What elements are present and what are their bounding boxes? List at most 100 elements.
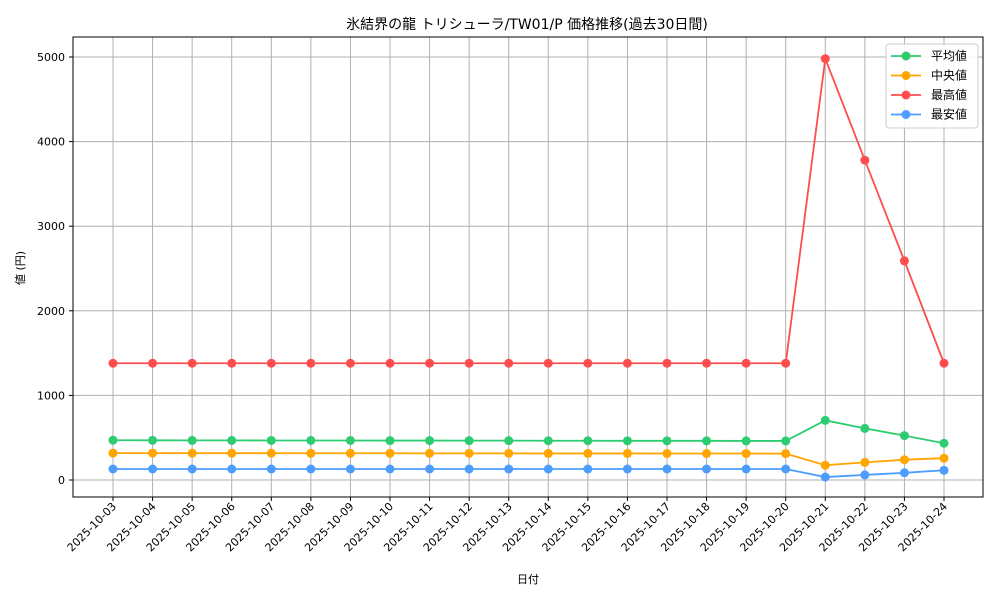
data-point (781, 464, 791, 474)
data-point (266, 435, 276, 445)
data-point (345, 464, 355, 474)
data-point (899, 431, 909, 441)
y-tick-label: 5000 (37, 51, 65, 64)
y-tick-label: 0 (58, 474, 65, 487)
data-point (583, 436, 593, 446)
data-point (741, 449, 751, 459)
data-point (385, 448, 395, 458)
data-point (227, 448, 237, 458)
data-point (345, 435, 355, 445)
y-tick-label: 2000 (37, 305, 65, 318)
data-point (939, 358, 949, 368)
grid-lines (73, 37, 983, 497)
y-axis-label: 値 (円) (14, 251, 27, 285)
data-point (148, 358, 158, 368)
data-point (385, 358, 395, 368)
data-point (741, 436, 751, 446)
data-point (425, 358, 435, 368)
y-axis-ticks: 0 1000 2000 3000 4000 5000 (37, 51, 73, 487)
legend-marker (901, 51, 911, 61)
data-point (504, 358, 514, 368)
data-point (543, 448, 553, 458)
data-point (702, 464, 712, 474)
data-point (464, 448, 474, 458)
plot-frame (72, 36, 984, 498)
data-point (899, 256, 909, 266)
data-point (622, 358, 632, 368)
legend-label: 中央値 (931, 68, 967, 83)
data-point (702, 449, 712, 459)
data-point (820, 54, 830, 64)
data-point (781, 358, 791, 368)
y-tick-label: 4000 (37, 136, 65, 149)
data-point (108, 448, 118, 458)
data-point (187, 448, 197, 458)
legend-box (885, 43, 979, 129)
legend-label: 平均値 (931, 48, 967, 63)
legend-marker (901, 71, 911, 80)
data-point (781, 436, 791, 446)
data-point (702, 436, 712, 446)
data-point (820, 472, 830, 482)
data-point (148, 435, 158, 445)
x-axis-label: 日付 (517, 573, 539, 586)
data-point (504, 464, 514, 474)
data-point (622, 464, 632, 474)
data-point (108, 464, 118, 474)
data-point (227, 464, 237, 474)
data-point (464, 436, 474, 446)
data-point (306, 358, 316, 368)
data-point (583, 358, 593, 368)
series-line (112, 419, 945, 445)
data-point (939, 438, 949, 448)
data-point (187, 358, 197, 368)
data-point (583, 464, 593, 474)
data-point (662, 464, 672, 474)
data-point (820, 415, 830, 425)
y-tick-label: 3000 (37, 220, 65, 233)
data-point (899, 468, 909, 478)
data-point (266, 464, 276, 474)
data-point (306, 435, 316, 445)
data-point (187, 464, 197, 474)
data-point (702, 358, 712, 368)
data-point (860, 423, 870, 433)
data-point (385, 436, 395, 446)
data-point (108, 435, 118, 445)
data-point (543, 358, 553, 368)
data-point (662, 358, 672, 368)
data-point (108, 358, 118, 368)
data-point (662, 436, 672, 446)
series-line (113, 452, 945, 467)
legend-marker (901, 110, 911, 119)
data-point (148, 448, 158, 458)
data-point (939, 465, 949, 475)
data-point (741, 358, 751, 368)
data-point (464, 464, 474, 474)
data-point (662, 449, 672, 459)
data-point (504, 436, 514, 446)
series-line (113, 468, 945, 478)
data-point (583, 448, 593, 458)
legend-label: 最高値 (931, 87, 967, 102)
y-tick-label: 1000 (37, 389, 65, 402)
data-point (860, 457, 870, 467)
data-point (820, 460, 830, 470)
data-point (939, 453, 949, 463)
data-point (425, 436, 435, 446)
data-point (227, 358, 237, 368)
data-point (860, 470, 870, 480)
data-point (306, 464, 316, 474)
legend-label: 最安値 (931, 107, 967, 122)
data-point (148, 464, 158, 474)
data-point (899, 455, 909, 465)
series-line (113, 58, 945, 365)
data-point (464, 358, 474, 368)
data-point (345, 358, 355, 368)
data-point (425, 448, 435, 458)
data-point (266, 358, 276, 368)
data-point (543, 464, 553, 474)
data-point (622, 436, 632, 446)
